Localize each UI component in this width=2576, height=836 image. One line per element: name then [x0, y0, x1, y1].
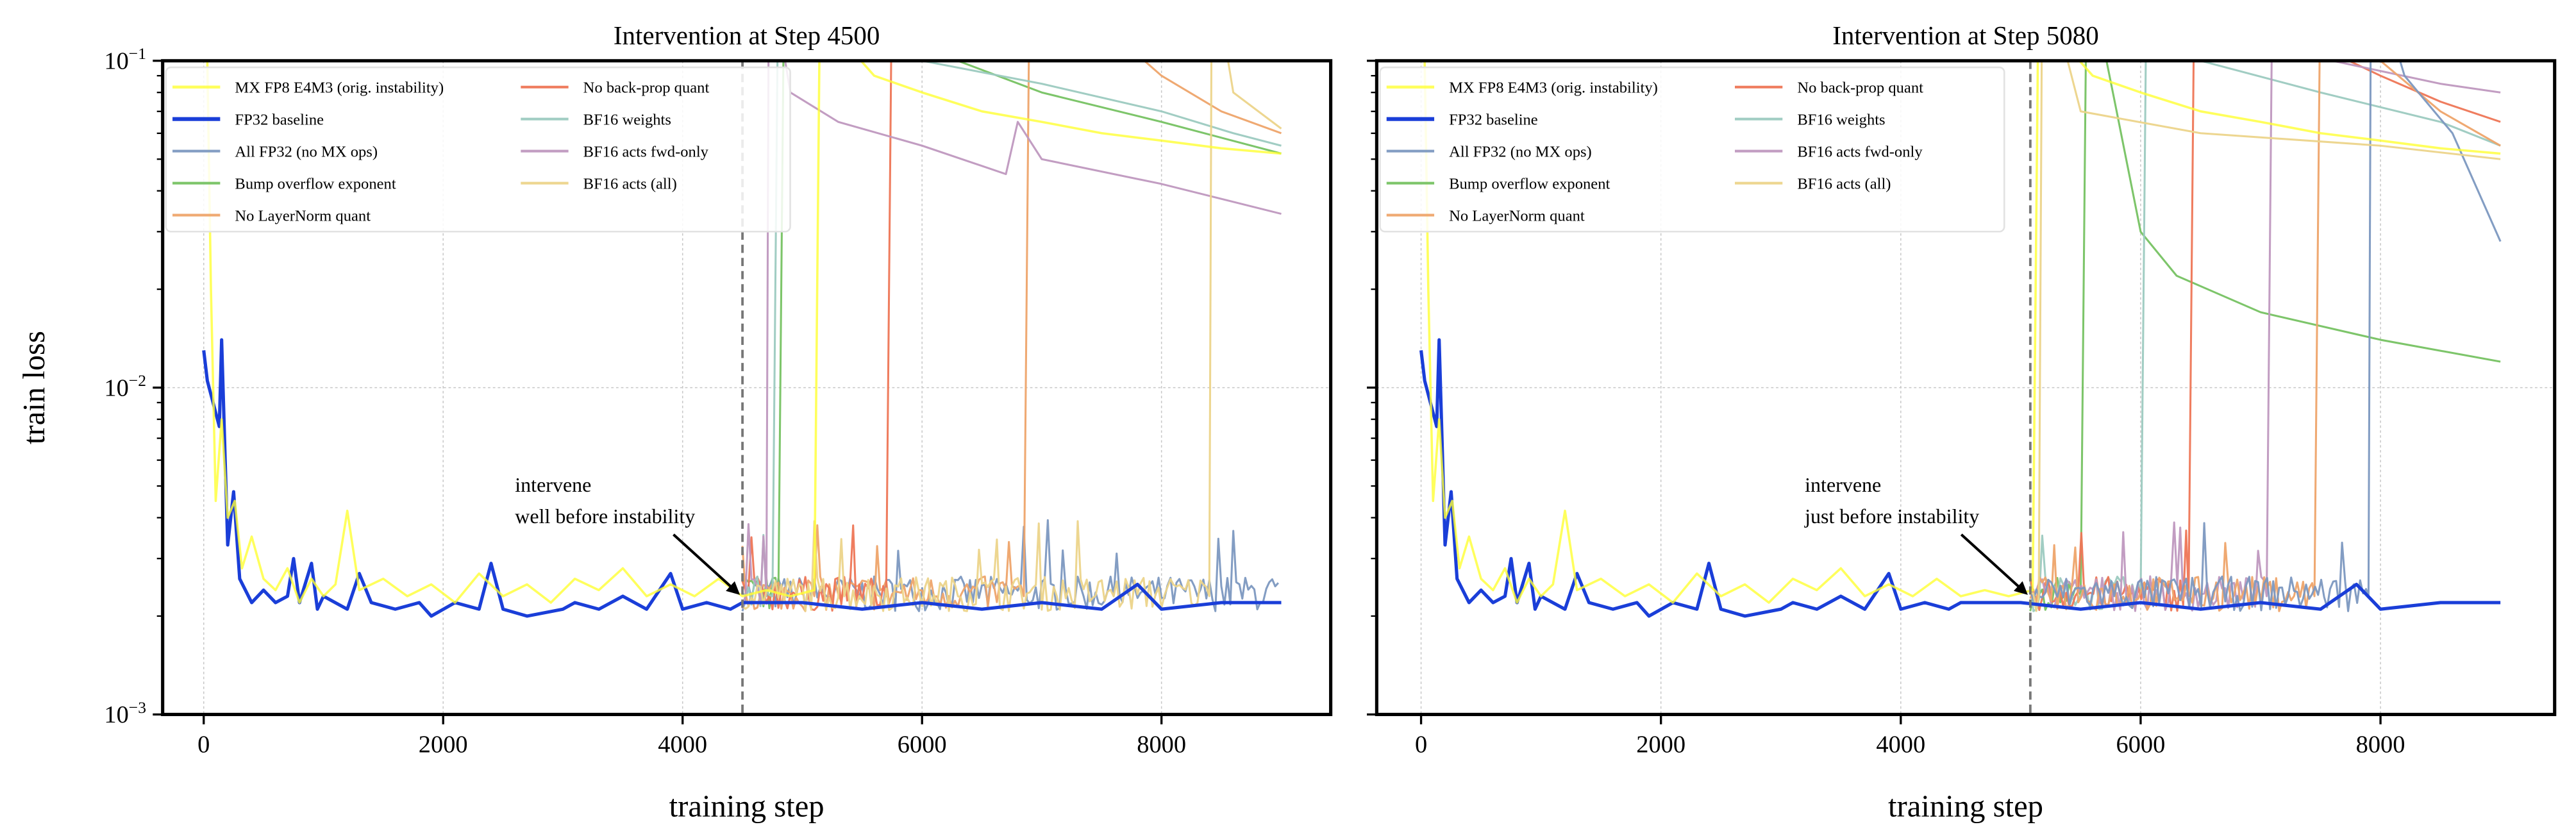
legend-label: BF16 weights	[1797, 112, 1885, 129]
series-ln	[741, 60, 1282, 612]
annotation-line1: intervene	[515, 473, 591, 496]
legend-item-bfa: BF16 acts (all)	[521, 176, 677, 193]
legend-item-allfp32: All FP32 (no MX ops)	[1386, 144, 1592, 161]
x-tick-label: 0	[197, 731, 210, 758]
legend-item-bff: BF16 acts fwd-only	[521, 144, 709, 161]
legend-item-fp32: FP32 baseline	[172, 112, 324, 129]
y-axis-label: train loss	[17, 331, 51, 444]
series-bfw	[742, 60, 1282, 608]
plot-area	[202, 60, 1282, 618]
legend-item-bp: No back-prop quant	[1735, 79, 1923, 97]
x-tick-label: 4000	[1876, 731, 1925, 758]
legend-label: No LayerNorm quant	[235, 208, 371, 225]
series-bump	[741, 60, 1282, 610]
series-mx	[206, 60, 1282, 604]
legend: MX FP8 E4M3 (orig. instability) FP32 base…	[1379, 66, 2005, 233]
panel-title: Intervention at Step 4500	[614, 21, 880, 50]
x-tick-label: 0	[1415, 731, 1427, 758]
series-mx	[1423, 60, 2501, 604]
series-bff	[2029, 60, 2501, 612]
series-fp32	[202, 338, 1282, 618]
legend-item-bfw: BF16 weights	[521, 112, 671, 129]
legend-item-bump: Bump overflow exponent	[172, 176, 396, 193]
panel-title: Intervention at Step 5080	[1832, 21, 2099, 50]
legend-label: BF16 acts (all)	[583, 176, 677, 193]
legend-label: No back-prop quant	[583, 79, 710, 97]
legend-box	[1379, 66, 2005, 233]
legend-item-bfw: BF16 weights	[1735, 112, 1886, 129]
x-tick-label: 8000	[2356, 731, 2405, 758]
series-bfa	[2030, 60, 2501, 612]
legend-label: All FP32 (no MX ops)	[235, 144, 378, 161]
series-ln	[2029, 60, 2501, 612]
series-fp32	[1419, 338, 2501, 618]
series-bfw	[2029, 60, 2501, 612]
x-axis-label: training step	[669, 789, 824, 823]
annotation-arrow	[673, 533, 740, 595]
plot-area	[1419, 60, 2502, 618]
panel-1: 0 2000 4000 6000 8000 training step Interventi…	[1367, 21, 2557, 823]
x-tick-label: 6000	[898, 731, 947, 758]
legend-label: Bump overflow exponent	[235, 176, 396, 193]
legend-item-fp32: FP32 baseline	[1386, 112, 1538, 129]
annotation-line1: intervene	[1805, 473, 1881, 496]
series-bump	[2029, 60, 2501, 612]
x-tick-label: 8000	[1137, 731, 1186, 758]
legend-item-bff: BF16 acts fwd-only	[1735, 144, 1923, 161]
series-bff	[741, 60, 1282, 609]
legend-item-ln: No LayerNorm quant	[172, 208, 371, 225]
legend-box	[165, 66, 791, 233]
legend-item-mx: MX FP8 E4M3 (orig. instability)	[1386, 79, 1658, 97]
legend-item-bump: Bump overflow exponent	[1386, 176, 1610, 193]
legend: MX FP8 E4M3 (orig. instability) FP32 base…	[165, 66, 791, 233]
legend-label: All FP32 (no MX ops)	[1449, 144, 1592, 161]
annotation-line2: just before instability	[1804, 505, 1979, 528]
y-tick-label: 10−1	[104, 44, 146, 74]
series-bp	[2029, 60, 2501, 612]
legend-label: MX FP8 E4M3 (orig. instability)	[1449, 79, 1658, 97]
x-tick-label: 6000	[2116, 731, 2166, 758]
y-tick-label: 10−2	[104, 371, 146, 401]
legend-label: Bump overflow exponent	[1449, 176, 1610, 193]
legend-label: FP32 baseline	[235, 112, 324, 129]
x-tick-label: 2000	[1636, 731, 1685, 758]
x-tick-label: 4000	[658, 731, 707, 758]
legend-item-mx: MX FP8 E4M3 (orig. instability)	[172, 79, 444, 97]
legend-item-bp: No back-prop quant	[521, 79, 709, 97]
x-tick-label: 2000	[419, 731, 468, 758]
x-axis-label: training step	[1888, 789, 2043, 823]
legend-label: No back-prop quant	[1797, 79, 1923, 97]
legend-label: BF16 acts (all)	[1797, 176, 1891, 193]
legend-item-bfa: BF16 acts (all)	[1735, 176, 1891, 193]
series-bp	[741, 60, 1282, 612]
y-tick-label: 10−3	[104, 698, 146, 728]
legend-label: BF16 weights	[583, 112, 671, 129]
legend-label: No LayerNorm quant	[1449, 208, 1585, 225]
legend-label: BF16 acts fwd-only	[1797, 144, 1923, 161]
legend-label: FP32 baseline	[1449, 112, 1538, 129]
series-bfa	[742, 60, 1282, 612]
legend-label: MX FP8 E4M3 (orig. instability)	[235, 79, 444, 97]
legend-label: BF16 acts fwd-only	[583, 144, 709, 161]
legend-item-allfp32: All FP32 (no MX ops)	[172, 144, 378, 161]
annotation-arrow	[1960, 533, 2028, 595]
series-allfp32	[2029, 60, 2502, 612]
legend-item-ln: No LayerNorm quant	[1386, 208, 1585, 225]
panel-0: 0 2000 4000 6000 8000 training step Interventi…	[104, 21, 1333, 823]
annotation-line2: well before instability	[515, 505, 695, 528]
